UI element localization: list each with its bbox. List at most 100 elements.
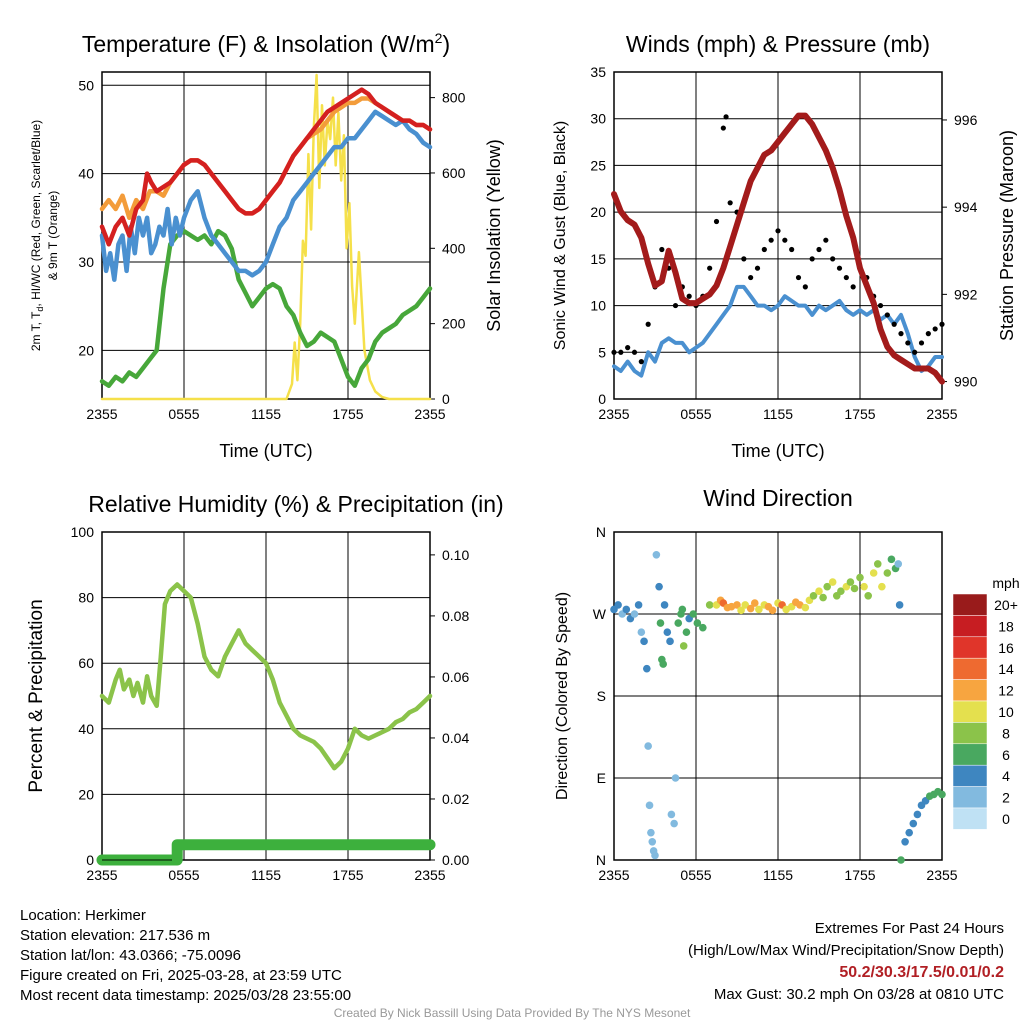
gust-point [720, 125, 726, 131]
gust-point [631, 349, 638, 355]
gust-point [754, 265, 761, 271]
y-axis-label: Sonic Wind & Gust (Blue, Black) [552, 121, 569, 350]
y-tick-label: 40 [78, 721, 94, 737]
gust-point [761, 246, 767, 253]
direction-point [647, 828, 655, 837]
legend-swatch [952, 807, 988, 830]
direction-point [768, 606, 777, 615]
legend-label: 18 [998, 618, 1014, 634]
direction-point [670, 819, 678, 828]
extremes-subtitle: (High/Low/Max Wind/Precipitation/Snow De… [688, 942, 1004, 959]
direction-point [809, 591, 818, 600]
y2-tick-label: 990 [954, 374, 978, 390]
series-station-pressure [611, 112, 945, 385]
legend-swatch [952, 636, 988, 659]
gust-point [768, 237, 774, 243]
legend-swatch [952, 593, 988, 616]
legend-swatch [952, 722, 988, 745]
y2-tick-label: 996 [954, 112, 978, 128]
x-axis-label: Time (UTC) [731, 441, 824, 461]
station-info: Location: Herkimer Station elevation: 21… [20, 906, 351, 1006]
x-tick-label: 2355 [926, 867, 957, 883]
y2-tick-label: 0.04 [442, 730, 469, 746]
legend-swatch [952, 786, 988, 809]
gust-point [816, 246, 822, 253]
gust-point [611, 349, 617, 355]
legend-swatch [952, 615, 988, 638]
direction-point [737, 606, 745, 615]
series-solar-insolation [100, 73, 432, 401]
direction-point [815, 587, 823, 596]
chart-3: 2355 0555 1155 1755 23550204060801000.000.02… [26, 491, 504, 883]
chart-1: 2355 0555 1155 1755 2355 20 30 40 50 0 200 400 600 80… [29, 30, 504, 461]
credit-text: Created By Nick Bassill Using Data Provi… [333, 1006, 691, 1020]
direction-point [897, 856, 905, 864]
y2-tick-label: 0.00 [442, 852, 469, 868]
direction-point [648, 837, 657, 846]
y-axis-label: Percent & Precipitation [26, 599, 47, 792]
legend-label: 12 [998, 683, 1014, 699]
chart-title: Temperature (F) & Insolation (W/m2) [82, 30, 450, 57]
series-wind-chill [99, 109, 433, 282]
direction-point [644, 742, 652, 750]
y2-tick-label: 800 [442, 90, 466, 106]
gust-point [618, 349, 624, 355]
direction-point [643, 664, 651, 673]
x-tick-label: 2355 [598, 867, 629, 883]
y-tick-label: 35 [590, 64, 606, 80]
direction-point [883, 569, 892, 577]
direction-point [746, 604, 755, 613]
gust-point [912, 349, 918, 355]
direction-point [634, 601, 643, 609]
x-tick-label: 1155 [763, 867, 793, 883]
x-tick-label: 1755 [844, 406, 875, 422]
series-dew-point [99, 228, 433, 388]
direction-point [895, 601, 904, 609]
direction-point [622, 605, 631, 614]
chart-title: Wind Direction [703, 485, 853, 511]
direction-point [678, 605, 687, 614]
gust-point [884, 312, 890, 318]
y-axis-label: Direction (Colored By Speed) [554, 592, 571, 800]
y2-tick-label: 0.08 [442, 608, 469, 624]
x-tick-label: 2355 [926, 406, 957, 422]
legend-label: 2 [1002, 790, 1010, 806]
y2-tick-label: 200 [442, 316, 466, 332]
y-tick-label: 15 [590, 251, 606, 267]
direction-point [630, 610, 639, 618]
direction-point [655, 582, 663, 591]
speed-legend: mph 20+ 18 16 14 12 10 8 6 4 2 0 [952, 575, 1020, 830]
gust-point [659, 246, 665, 253]
gust-point [727, 200, 733, 206]
direction-point [856, 573, 864, 582]
direction-point [901, 837, 909, 846]
recent-text: Most recent data timestamp: 2025/03/28 2… [20, 987, 352, 1004]
y2-tick-label: 0.06 [442, 669, 469, 685]
direction-point [894, 560, 903, 568]
direction-point [671, 774, 680, 782]
elevation-text: Station elevation: 217.536 m [20, 927, 211, 944]
gust-point [830, 256, 836, 262]
direction-point [873, 560, 882, 568]
direction-point [741, 601, 749, 609]
gust-point [898, 331, 904, 337]
gust-point [802, 284, 808, 290]
gust-point [918, 340, 925, 346]
x-tick-label: 1155 [763, 406, 793, 422]
y-tick-label: E [597, 770, 606, 786]
gust-point [782, 237, 788, 243]
y-tick-label: 0 [598, 391, 606, 407]
x-tick-label: 0555 [168, 406, 199, 422]
legend-label: 10 [998, 704, 1014, 720]
direction-point [705, 601, 714, 609]
direction-point [823, 582, 831, 591]
direction-point [614, 601, 622, 609]
direction-point [733, 601, 741, 609]
y-tick-label: 10 [590, 298, 606, 314]
y-axis-label-line2: & 9m T (Orange) [46, 191, 60, 281]
legend-label: 6 [1002, 747, 1010, 763]
gust-point [775, 228, 781, 234]
y-tick-label: W [593, 606, 607, 622]
x-tick-label: 0555 [680, 406, 711, 422]
